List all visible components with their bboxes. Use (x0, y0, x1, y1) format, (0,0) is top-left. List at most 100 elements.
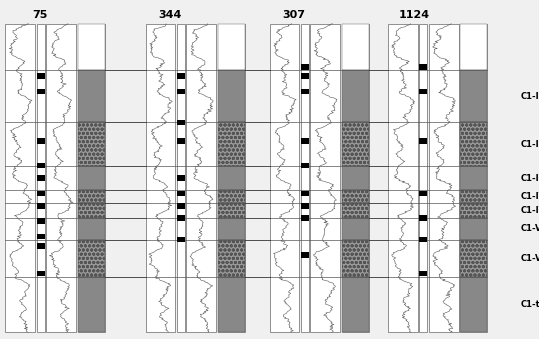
Bar (419, 237, 427, 242)
Bar (419, 191, 427, 196)
Bar (146, 24, 175, 332)
Bar (218, 122, 245, 166)
Bar (78, 70, 105, 122)
Bar (78, 240, 105, 277)
Bar (37, 203, 45, 208)
Bar (342, 203, 369, 218)
Bar (218, 240, 245, 277)
Bar (177, 191, 185, 196)
Bar (37, 243, 45, 248)
Bar (342, 240, 369, 277)
Bar (78, 24, 105, 70)
Bar (301, 191, 309, 196)
Bar (460, 24, 487, 332)
Bar (342, 240, 369, 277)
Bar (342, 166, 369, 190)
Bar (342, 277, 369, 332)
Bar (460, 240, 487, 277)
Text: 75: 75 (33, 11, 48, 20)
Bar (177, 74, 185, 79)
Bar (37, 218, 45, 224)
Bar (301, 215, 309, 221)
Bar (301, 24, 309, 332)
Bar (177, 215, 185, 221)
Text: 1124: 1124 (398, 11, 430, 20)
Bar (218, 277, 245, 332)
Text: C1-IV_2: C1-IV_2 (520, 206, 539, 215)
Bar (37, 234, 45, 239)
Bar (419, 271, 427, 276)
Bar (419, 89, 427, 94)
Bar (460, 122, 487, 166)
Bar (342, 70, 369, 122)
Bar (5, 24, 35, 332)
Bar (177, 138, 185, 144)
Bar (37, 163, 45, 168)
Bar (37, 74, 45, 79)
Bar (218, 190, 245, 203)
Bar (218, 122, 245, 166)
Bar (78, 24, 105, 332)
Bar (301, 74, 309, 79)
Bar (301, 252, 309, 258)
Bar (78, 218, 105, 240)
Bar (342, 24, 369, 70)
Bar (301, 138, 309, 144)
Bar (419, 64, 427, 70)
Bar (342, 122, 369, 166)
Text: 307: 307 (282, 11, 305, 20)
Text: C1-IV_1: C1-IV_1 (520, 192, 539, 201)
Bar (460, 218, 487, 240)
Bar (177, 24, 185, 332)
Bar (460, 240, 487, 277)
Bar (218, 24, 245, 70)
Text: C1-VI: C1-VI (520, 254, 539, 263)
Bar (78, 203, 105, 218)
Bar (78, 122, 105, 166)
Bar (342, 190, 369, 203)
Text: C1-III_1: C1-III_1 (520, 139, 539, 148)
Bar (177, 89, 185, 94)
Bar (37, 89, 45, 94)
Bar (218, 24, 245, 332)
Bar (177, 237, 185, 242)
Bar (218, 203, 245, 218)
Bar (419, 138, 427, 144)
Bar (301, 163, 309, 168)
Bar (270, 24, 299, 332)
Bar (342, 218, 369, 240)
Bar (301, 89, 309, 94)
Bar (419, 24, 427, 332)
Bar (460, 190, 487, 203)
Bar (218, 70, 245, 122)
Bar (301, 64, 309, 70)
Bar (460, 277, 487, 332)
Bar (78, 203, 105, 218)
Bar (78, 240, 105, 277)
Bar (460, 166, 487, 190)
Bar (460, 203, 487, 218)
Bar (218, 166, 245, 190)
Bar (46, 24, 76, 332)
Text: C1-t: C1-t (520, 300, 539, 309)
Bar (388, 24, 418, 332)
Bar (37, 138, 45, 144)
Text: 344: 344 (158, 11, 182, 20)
Bar (218, 240, 245, 277)
Bar (342, 190, 369, 203)
Bar (177, 203, 185, 208)
Bar (460, 122, 487, 166)
Bar (429, 24, 459, 332)
Bar (78, 122, 105, 166)
Bar (78, 166, 105, 190)
Bar (78, 190, 105, 203)
Bar (218, 218, 245, 240)
Bar (218, 190, 245, 203)
Bar (460, 24, 487, 70)
Text: C1-III_2: C1-III_2 (520, 174, 539, 182)
Bar (186, 24, 216, 332)
Bar (37, 271, 45, 276)
Bar (342, 122, 369, 166)
Bar (37, 175, 45, 181)
Bar (460, 203, 487, 218)
